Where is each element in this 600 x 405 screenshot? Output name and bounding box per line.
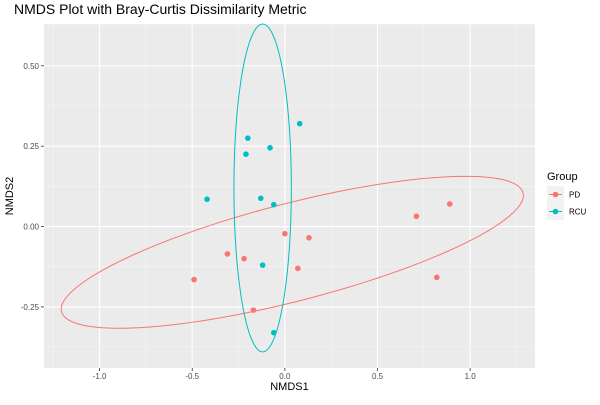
y-tick-label: 0.25 (23, 142, 39, 151)
x-tick-label: 1.0 (465, 372, 477, 381)
x-axis-ticks: -1.0 -0.5 0.0 0.5 1.0 (93, 368, 477, 381)
point-rcu (204, 196, 210, 203)
point-rcu (270, 329, 277, 336)
point-pd (446, 201, 453, 207)
legend-key-point-rcu (552, 208, 559, 215)
legend-label-rcu: RCU (569, 208, 587, 217)
point-rcu (267, 144, 273, 151)
chart-title: NMDS Plot with Bray-Curtis Dissimilarity… (14, 1, 306, 17)
point-pd (295, 265, 301, 272)
point-rcu (257, 195, 264, 202)
ellipse-pd (60, 175, 524, 329)
plot-panel (44, 24, 535, 368)
point-rcu (270, 201, 277, 208)
x-axis-title: NMDS1 (270, 381, 309, 393)
point-pd (241, 255, 247, 262)
y-tick-label: -0.25 (21, 303, 40, 312)
ellipse-rcu (233, 23, 292, 353)
x-tick-label: 0.0 (279, 372, 291, 381)
x-tick-label: -1.0 (93, 372, 107, 381)
point-rcu (296, 120, 303, 127)
point-rcu (245, 135, 251, 141)
y-tick-label: 0.00 (23, 223, 39, 232)
x-tick-label: 0.5 (372, 372, 384, 381)
point-pd (224, 251, 231, 257)
legend-key-point-pd (552, 191, 559, 198)
minor-gridlines (44, 24, 535, 368)
y-axis-ticks: -0.25 0.00 0.25 0.50 (21, 62, 44, 312)
point-pd (282, 230, 288, 237)
y-tick-label: 0.50 (23, 62, 39, 71)
legend-title: Group (547, 171, 578, 183)
data-points (191, 120, 453, 336)
legend-entries: PD RCU (547, 186, 587, 220)
confidence-ellipses (60, 23, 524, 353)
x-tick-label: -0.5 (185, 372, 199, 381)
y-axis-title: NMDS2 (4, 177, 16, 216)
point-rcu (243, 151, 249, 158)
point-pd (306, 234, 312, 241)
legend-label-pd: PD (569, 191, 580, 200)
point-pd (413, 213, 420, 220)
point-rcu (259, 262, 266, 268)
point-pd (434, 274, 440, 281)
point-pd (191, 276, 197, 283)
legend: Group PD RCU (547, 171, 587, 220)
point-pd (250, 307, 257, 313)
